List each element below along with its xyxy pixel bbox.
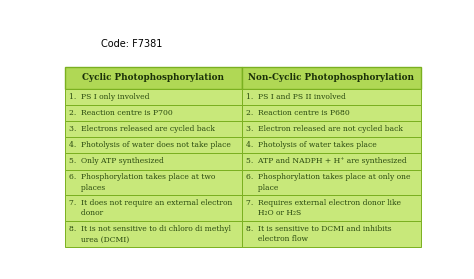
Text: 4.  Photolysis of water does not take place: 4. Photolysis of water does not take pla… — [69, 141, 231, 149]
Bar — [242, 153, 421, 170]
Bar — [65, 121, 242, 137]
Text: 6.  Phosphorylation takes place at only one
     place: 6. Phosphorylation takes place at only o… — [246, 174, 411, 192]
Text: 7.  Requires external electron donor like
     H₂O or H₂S: 7. Requires external electron donor like… — [246, 199, 401, 217]
Text: 3.  Electron released are not cycled back: 3. Electron released are not cycled back — [246, 125, 403, 133]
Text: 2.  Reaction centre is P680: 2. Reaction centre is P680 — [246, 109, 350, 117]
Bar — [65, 89, 242, 105]
Bar — [65, 196, 242, 221]
Text: 4.  Photolysis of water takes place: 4. Photolysis of water takes place — [246, 141, 377, 149]
Bar — [65, 221, 242, 247]
Text: Cyclic Photophosphorylation: Cyclic Photophosphorylation — [82, 73, 224, 82]
Text: 2.  Reaction centre is P700: 2. Reaction centre is P700 — [69, 109, 173, 117]
Bar — [65, 137, 242, 153]
Bar — [242, 221, 421, 247]
Text: 3.  Electrons released are cycled back: 3. Electrons released are cycled back — [69, 125, 215, 133]
Text: 8.  It is not sensitive to di chloro di methyl
     urea (DCMI): 8. It is not sensitive to di chloro di m… — [69, 225, 231, 243]
Text: Code: F7381: Code: F7381 — [101, 39, 163, 49]
Bar — [242, 89, 421, 105]
Text: Non-Cyclic Photophosphorylation: Non-Cyclic Photophosphorylation — [248, 73, 414, 82]
Bar — [242, 121, 421, 137]
Bar — [65, 170, 242, 196]
Text: 1.  PS I and PS II involved: 1. PS I and PS II involved — [246, 93, 346, 101]
Bar — [65, 153, 242, 170]
Text: 1.  PS I only involved: 1. PS I only involved — [69, 93, 150, 101]
Bar — [242, 170, 421, 196]
Text: 7.  It does not require an external electron
     donor: 7. It does not require an external elect… — [69, 199, 233, 217]
Text: 8.  It is sensitive to DCMI and inhibits
     electron flow: 8. It is sensitive to DCMI and inhibits … — [246, 225, 392, 243]
Bar — [65, 67, 242, 89]
Bar — [65, 105, 242, 121]
Bar — [242, 137, 421, 153]
Text: 5.  ATP and NADPH + H⁺ are synthesized: 5. ATP and NADPH + H⁺ are synthesized — [246, 157, 407, 165]
Bar — [242, 105, 421, 121]
Bar — [242, 67, 421, 89]
Bar — [242, 196, 421, 221]
Text: 6.  Phosphorylation takes place at two
     places: 6. Phosphorylation takes place at two pl… — [69, 174, 216, 192]
Text: 5.  Only ATP synthesized: 5. Only ATP synthesized — [69, 157, 164, 165]
